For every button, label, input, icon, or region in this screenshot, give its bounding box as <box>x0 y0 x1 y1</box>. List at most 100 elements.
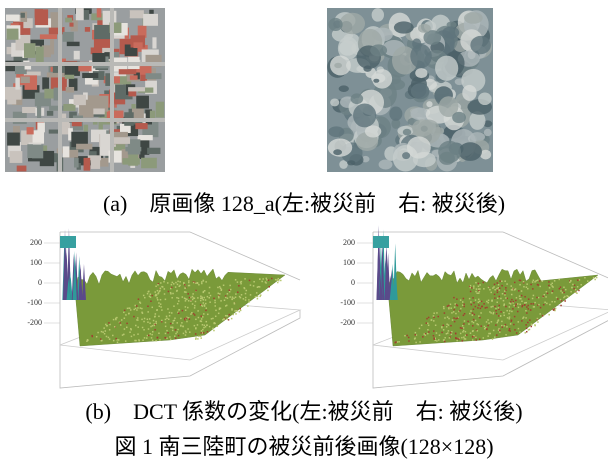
surface-speck <box>457 316 460 319</box>
surface-speck <box>479 288 481 290</box>
surface-speck <box>491 299 493 302</box>
surface-speck <box>164 325 167 328</box>
surface-speck <box>443 307 445 310</box>
surface-speck <box>183 291 186 293</box>
surface-speck <box>164 318 167 321</box>
surface-speck <box>141 326 144 329</box>
surface-speck <box>521 304 524 307</box>
surface-speck <box>539 306 542 309</box>
surface-speck <box>222 319 224 321</box>
surface-speck <box>560 290 562 292</box>
photo-blot <box>361 155 370 163</box>
surface-speck <box>259 295 261 298</box>
surface-speck <box>550 283 552 286</box>
surface-speck <box>538 303 540 306</box>
surface-speck <box>105 324 108 327</box>
surface-speck <box>214 322 216 325</box>
surface-speck <box>155 293 157 296</box>
surface-speck <box>210 318 213 320</box>
surface-speck <box>154 315 156 318</box>
surface-speck <box>404 334 406 337</box>
surface-speck <box>204 299 207 301</box>
surface-speck <box>136 309 138 311</box>
surface-speck <box>552 286 554 288</box>
photo-block <box>22 106 36 114</box>
surface-speck <box>562 289 564 291</box>
surface-speck <box>235 293 237 295</box>
surface-speck <box>523 304 526 306</box>
surface-speck <box>427 329 429 331</box>
surface-speck <box>125 326 128 329</box>
photo-block <box>23 43 36 58</box>
surface-speck <box>209 301 211 303</box>
surface-speck <box>536 317 539 320</box>
surface-speck <box>446 305 449 307</box>
surface-speck <box>480 325 482 327</box>
surface-speck <box>244 296 247 299</box>
surface-speck <box>559 286 562 288</box>
surface-speck <box>472 325 474 327</box>
surface-speck <box>497 329 500 331</box>
surface-speck <box>463 320 466 322</box>
surface-speck <box>198 283 200 286</box>
surface-speck <box>459 310 461 312</box>
surface-speck <box>470 310 472 312</box>
surface-speck <box>518 290 520 292</box>
photo-block <box>35 46 44 63</box>
surface-speck <box>220 288 223 291</box>
photo-block <box>34 9 49 26</box>
photo-block <box>24 62 32 70</box>
surface-speck <box>206 330 209 333</box>
photo-block <box>134 44 148 52</box>
surface-speck <box>476 330 479 332</box>
photo-block <box>32 144 44 159</box>
surface-speck <box>532 306 535 308</box>
surface-speck <box>170 326 172 328</box>
surface-speck <box>477 282 480 285</box>
surface-speck <box>264 281 267 283</box>
photo-blot <box>339 160 348 169</box>
surface-speck <box>475 281 477 284</box>
surface-speck <box>501 292 504 295</box>
surface-speck <box>554 307 557 310</box>
surface-speck <box>511 289 514 291</box>
surface-speck <box>193 324 196 327</box>
surface-speck <box>461 304 464 306</box>
surface-speck <box>147 305 149 308</box>
surface-speck <box>509 330 511 332</box>
surface-speck <box>531 323 533 326</box>
surface-speck <box>157 283 160 285</box>
photo-block <box>141 157 157 169</box>
surface-speck <box>218 307 221 309</box>
surface-speck <box>456 304 459 307</box>
photo-block <box>84 27 91 32</box>
photo-blot <box>458 142 482 161</box>
surface-speck <box>464 330 467 333</box>
surface-speck <box>554 308 556 310</box>
surface-speck <box>120 319 123 321</box>
surface-speck <box>506 326 508 328</box>
surface-speck <box>456 317 459 319</box>
surface-speck <box>151 306 154 309</box>
surface-speck <box>469 332 472 334</box>
surface-speck <box>522 281 525 284</box>
surface-speck <box>474 299 477 301</box>
surface-speck <box>187 328 189 330</box>
photo-block <box>20 12 25 18</box>
surface-speck <box>116 339 118 341</box>
surface-speck <box>518 295 521 297</box>
surface-speck <box>530 283 532 286</box>
surface-speck <box>526 283 528 285</box>
surface-speck <box>203 304 206 306</box>
dct-plot: 200 100 0 -100 -200 <box>340 225 608 389</box>
surface-speck <box>87 339 89 342</box>
surface-speck <box>415 341 417 344</box>
surface-speck <box>187 317 190 319</box>
surface-speck <box>530 325 532 328</box>
photo-block <box>71 131 88 148</box>
surface-speck <box>219 307 222 310</box>
photo-block <box>46 110 54 116</box>
surface-speck <box>476 292 478 295</box>
photo-before <box>5 8 165 172</box>
surface-speck <box>473 335 475 337</box>
